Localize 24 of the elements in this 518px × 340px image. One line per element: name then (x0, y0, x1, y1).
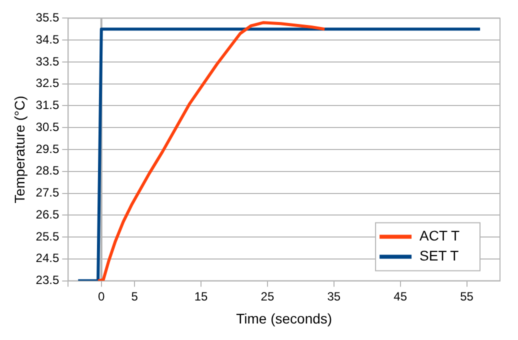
y-tick-label: 34.5 (36, 32, 60, 46)
legend-label: ACT T (420, 228, 460, 244)
y-tick-label: 25.5 (36, 229, 60, 244)
y-tick-label: 26.5 (36, 207, 60, 222)
y-tick-label: 33.5 (36, 54, 60, 68)
y-tick-label: 27.5 (36, 186, 60, 200)
y-tick-label: 28.5 (36, 164, 60, 178)
x-tick-label: 45 (394, 289, 408, 304)
x-tick-label: 0 (98, 289, 106, 304)
x-tick-label: 15 (194, 289, 208, 304)
legend-label: SET T (420, 248, 460, 264)
y-tick-label: 29.5 (36, 142, 60, 156)
y-tick-label: 23.5 (36, 273, 60, 288)
x-tick-label: 35 (327, 289, 341, 304)
y-tick-label: 31.5 (36, 98, 60, 112)
y-tick-label: 30.5 (36, 120, 60, 134)
y-axis-title: Temperature (°C) (11, 96, 28, 204)
x-tick-label: 25 (260, 289, 274, 304)
y-tick-label: 35.5 (36, 10, 60, 25)
x-tick-label: 55 (460, 289, 474, 304)
y-tick-label: 24.5 (36, 251, 60, 266)
x-tick-label: 5 (131, 289, 138, 304)
y-tick-label: 32.5 (36, 76, 60, 90)
x-axis-title: Time (seconds) (236, 310, 332, 326)
